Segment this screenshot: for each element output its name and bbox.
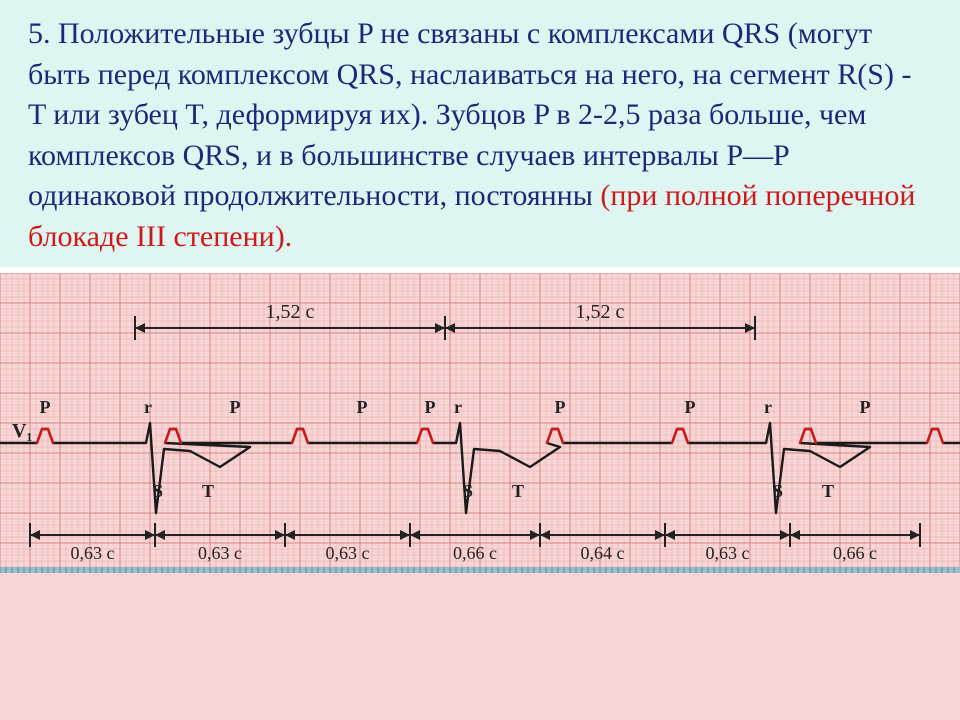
svg-text:P: P xyxy=(357,397,368,417)
svg-text:P: P xyxy=(685,397,696,417)
svg-text:S: S xyxy=(153,481,163,501)
svg-text:V₁: V₁ xyxy=(12,420,32,442)
svg-text:S: S xyxy=(463,481,473,501)
svg-text:r: r xyxy=(764,397,772,417)
svg-text:P: P xyxy=(425,397,436,417)
svg-text:1,52 c: 1,52 c xyxy=(576,301,625,323)
svg-text:T: T xyxy=(822,481,834,501)
svg-text:P: P xyxy=(40,397,51,417)
svg-text:0,63 c: 0,63 c xyxy=(706,543,750,563)
svg-text:0,63 c: 0,63 c xyxy=(326,543,370,563)
svg-text:T: T xyxy=(512,481,524,501)
svg-text:0,66 c: 0,66 c xyxy=(453,543,497,563)
svg-text:P: P xyxy=(555,397,566,417)
svg-text:P: P xyxy=(860,397,871,417)
svg-text:S: S xyxy=(773,481,783,501)
svg-text:r: r xyxy=(454,397,462,417)
svg-text:1,52 c: 1,52 c xyxy=(266,301,315,323)
svg-text:0,66 c: 0,66 c xyxy=(833,543,877,563)
svg-text:0,63 c: 0,63 c xyxy=(71,543,115,563)
svg-text:r: r xyxy=(144,397,152,417)
ecg-strip: V₁ 1,52 c 1,52 c 0,63 c 0,63 c 0,63 c 0,66 c 0,… xyxy=(0,267,960,720)
svg-text:T: T xyxy=(202,481,214,501)
ecg-svg: V₁ 1,52 c 1,52 c 0,63 c 0,63 c 0,63 c 0,66 c 0,… xyxy=(0,273,960,573)
item-number: 5. xyxy=(28,17,51,50)
svg-text:0,64 c: 0,64 c xyxy=(581,543,625,563)
svg-text:P: P xyxy=(230,397,241,417)
svg-text:0,63 c: 0,63 c xyxy=(198,543,242,563)
slide-text: 5. Положительные зубцы P не связаны с ко… xyxy=(0,0,960,267)
